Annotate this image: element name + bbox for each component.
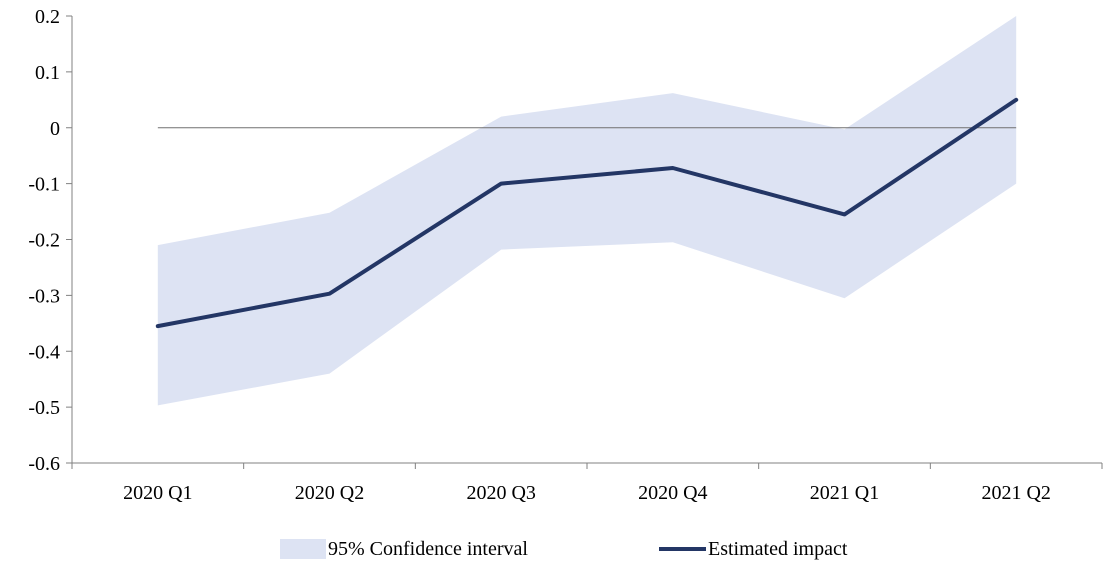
- y-tick-label: 0.2: [35, 6, 60, 28]
- y-tick-label: -0.2: [28, 230, 60, 252]
- y-tick-label: -0.4: [28, 341, 60, 363]
- y-tick-label: -0.5: [28, 397, 60, 419]
- x-tick-label: 2020 Q4: [638, 482, 707, 504]
- legend-label-estimated-impact: Estimated impact: [708, 538, 848, 560]
- plot-area: [158, 16, 1017, 405]
- legend-swatch-confidence-interval: [280, 539, 326, 559]
- y-tick-label: -0.1: [28, 174, 60, 196]
- y-tick-label: -0.6: [28, 453, 60, 475]
- legend: 95% Confidence interval Estimated impact: [280, 538, 848, 560]
- y-tick-label: 0.1: [35, 62, 60, 84]
- x-tick-label: 2021 Q2: [981, 482, 1050, 504]
- y-tick-label: 0: [50, 118, 60, 140]
- x-tick-label: 2021 Q1: [810, 482, 879, 504]
- y-tick-label: -0.3: [28, 285, 60, 307]
- x-tick-label: 2020 Q3: [466, 482, 535, 504]
- x-tick-label: 2020 Q1: [123, 482, 192, 504]
- x-tick-label: 2020 Q2: [295, 482, 364, 504]
- confidence-band: [158, 16, 1016, 405]
- legend-label-confidence-interval: 95% Confidence interval: [328, 538, 528, 560]
